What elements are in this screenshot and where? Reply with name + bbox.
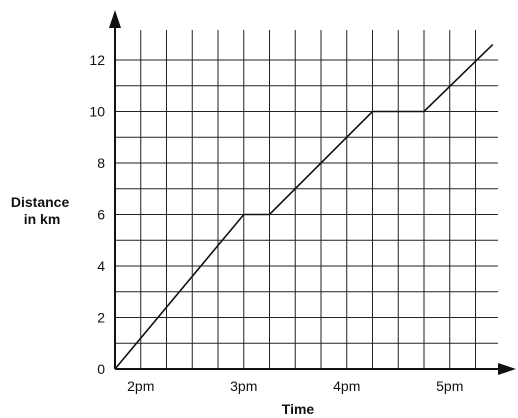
y-tick-label: 4: [97, 258, 105, 274]
y-tick-label: 8: [97, 155, 105, 171]
series: [114, 44, 494, 370]
y-axis-title: Distance in km: [11, 194, 73, 227]
x-axis-title: Time: [282, 401, 315, 417]
y-tick-label: 2: [97, 310, 105, 326]
tick-labels: 0 2 4 6 8 10 12 2pm 3pm 4pm 5pm: [89, 52, 463, 394]
grid: [115, 30, 498, 369]
y-axis-title-line-1: Distance: [11, 194, 70, 210]
y-axis-title-line-2: in km: [24, 211, 61, 227]
y-tick-label: 10: [89, 104, 105, 120]
y-tick-label: 12: [89, 52, 105, 68]
distance-line: [114, 44, 494, 370]
y-tick-label: 0: [97, 361, 105, 377]
x-tick-label: 3pm: [230, 378, 257, 394]
x-tick-label: 2pm: [127, 378, 154, 394]
axes: [109, 10, 516, 375]
x-axis-arrowhead: [498, 363, 516, 375]
y-axis-arrowhead: [109, 10, 121, 28]
x-tick-label: 4pm: [333, 378, 360, 394]
y-tick-label: 6: [97, 207, 105, 223]
x-tick-label: 5pm: [436, 378, 463, 394]
